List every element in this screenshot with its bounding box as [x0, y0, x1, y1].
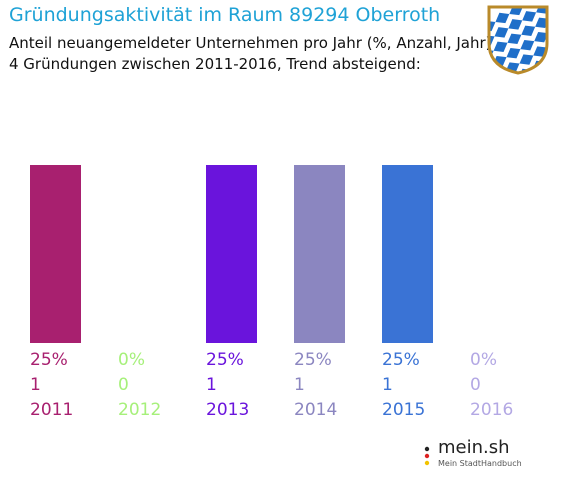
count-label-2013: 1: [206, 375, 217, 395]
count-label-2011: 1: [30, 375, 41, 395]
percent-label-2012: 0%: [118, 350, 145, 370]
year-label-2011: 2011: [30, 400, 73, 420]
year-label-2012: 2012: [118, 400, 161, 420]
count-label-2016: 0: [470, 375, 481, 395]
percent-label-2014: 25%: [294, 350, 332, 370]
percent-label-2011: 25%: [30, 350, 68, 370]
bar-2015: [382, 165, 433, 343]
count-label-2012: 0: [118, 375, 129, 395]
chart-subtitle: Anteil neuangemeldeter Unternehmen pro J…: [9, 34, 492, 52]
year-label-2016: 2016: [470, 400, 513, 420]
percent-label-2016: 0%: [470, 350, 497, 370]
chart-title: Gründungsaktivität im Raum 89294 Oberrot…: [9, 4, 441, 26]
bavaria-crest-icon: [487, 5, 549, 75]
year-label-2015: 2015: [382, 400, 425, 420]
bar-2011: [30, 165, 81, 343]
logo-tagline: Mein StadtHandbuch: [438, 459, 522, 468]
bar-2013: [206, 165, 257, 343]
year-label-2013: 2013: [206, 400, 249, 420]
logo-brand: mein.sh: [438, 437, 510, 458]
bar-2014: [294, 165, 345, 343]
mein-sh-logo-icon: [416, 435, 536, 475]
count-label-2015: 1: [382, 375, 393, 395]
percent-label-2015: 25%: [382, 350, 420, 370]
year-label-2014: 2014: [294, 400, 337, 420]
count-label-2014: 1: [294, 375, 305, 395]
percent-label-2013: 25%: [206, 350, 244, 370]
chart-summary: 4 Gründungen zwischen 2011-2016, Trend a…: [9, 55, 421, 73]
